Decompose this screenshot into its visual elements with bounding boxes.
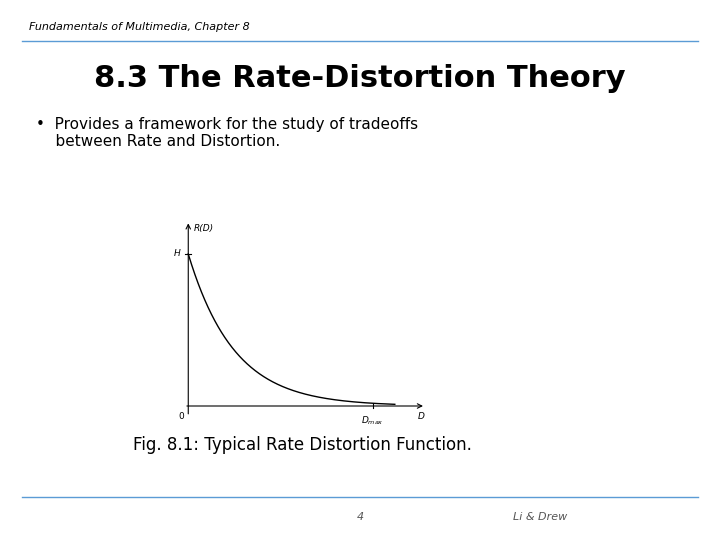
Text: H: H <box>174 249 180 259</box>
Text: 0: 0 <box>179 412 184 421</box>
Text: •  Provides a framework for the study of tradeoffs: • Provides a framework for the study of … <box>36 117 418 132</box>
Text: Fundamentals of Multimedia, Chapter 8: Fundamentals of Multimedia, Chapter 8 <box>29 22 250 32</box>
Text: $D_{max}$: $D_{max}$ <box>361 414 384 427</box>
Text: 4: 4 <box>356 512 364 522</box>
Text: R(D): R(D) <box>194 224 214 233</box>
Text: 8.3 The Rate-Distortion Theory: 8.3 The Rate-Distortion Theory <box>94 64 626 93</box>
Text: D: D <box>418 412 425 421</box>
Text: Fig. 8.1: Typical Rate Distortion Function.: Fig. 8.1: Typical Rate Distortion Functi… <box>133 436 472 455</box>
Text: Li & Drew: Li & Drew <box>513 512 567 522</box>
Text: between Rate and Distortion.: between Rate and Distortion. <box>36 134 280 149</box>
